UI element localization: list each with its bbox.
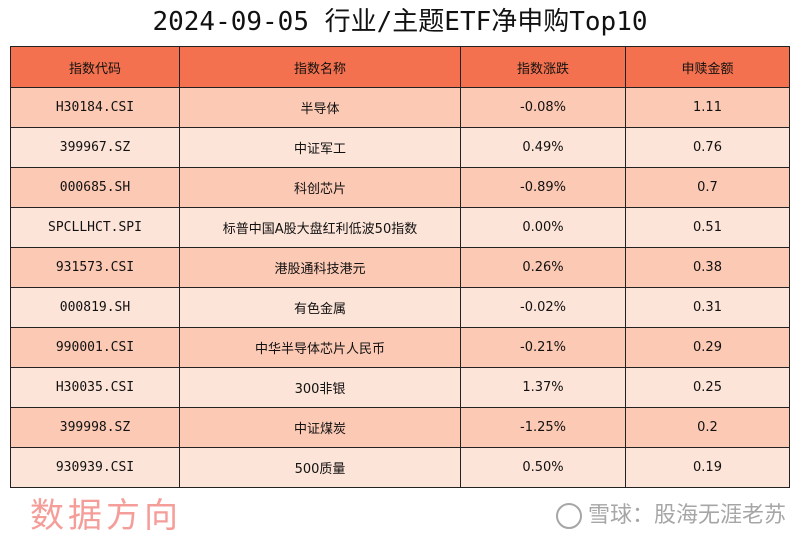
cell-change: 1.37% bbox=[460, 367, 626, 408]
xueqiu-logo-icon bbox=[555, 503, 582, 529]
cell-change: 0.50% bbox=[460, 447, 626, 488]
cell-amount: 0.2 bbox=[625, 407, 790, 448]
cell-change: -0.89% bbox=[460, 167, 626, 208]
header-amount: 申赎金额 bbox=[625, 46, 790, 88]
page-title: 2024-09-05 行业/主题ETF净申购Top10 bbox=[152, 7, 648, 37]
cell-change: 0.49% bbox=[460, 127, 626, 168]
cell-amount: 0.19 bbox=[625, 447, 790, 488]
cell-change: -1.25% bbox=[460, 407, 626, 448]
cell-amount: 0.51 bbox=[625, 207, 790, 248]
cell-code: 930939.CSI bbox=[10, 447, 180, 488]
table-row: 000685.SH 科创芯片 -0.89% 0.7 bbox=[10, 167, 790, 208]
cell-amount: 0.25 bbox=[625, 367, 790, 408]
table-row: 930939.CSI 500质量 0.50% 0.19 bbox=[10, 447, 790, 488]
cell-code: H30184.CSI bbox=[10, 87, 180, 128]
cell-amount: 1.11 bbox=[625, 87, 790, 128]
cell-code: 000685.SH bbox=[10, 167, 180, 208]
cell-name: 有色金属 bbox=[179, 287, 461, 328]
table-row: SPCLLHCT.SPI 标普中国A股大盘红利低波50指数 0.00% 0.51 bbox=[10, 207, 790, 248]
cell-code: 399967.SZ bbox=[10, 127, 180, 168]
cell-code: 399998.SZ bbox=[10, 407, 180, 448]
header-code: 指数代码 bbox=[10, 46, 180, 88]
cell-name: 港股通科技港元 bbox=[179, 247, 461, 288]
cell-name: 中证煤炭 bbox=[179, 407, 461, 448]
cell-name: 半导体 bbox=[179, 87, 461, 128]
table-row: 990001.CSI 中华半导体芯片人民币 -0.21% 0.29 bbox=[10, 327, 790, 368]
table-row: 931573.CSI 港股通科技港元 0.26% 0.38 bbox=[10, 247, 790, 288]
cell-code: H30035.CSI bbox=[10, 367, 180, 408]
cell-change: -0.02% bbox=[460, 287, 626, 328]
cell-name: 300非银 bbox=[179, 367, 461, 408]
table-row: H30035.CSI 300非银 1.37% 0.25 bbox=[10, 367, 790, 408]
cell-amount: 0.7 bbox=[625, 167, 790, 208]
table-row: 399998.SZ 中证煤炭 -1.25% 0.2 bbox=[10, 407, 790, 448]
watermark: 数据方向 bbox=[30, 496, 182, 536]
header-name: 指数名称 bbox=[179, 46, 461, 88]
cell-change: -0.21% bbox=[460, 327, 626, 368]
etf-table: 指数代码 指数名称 指数涨跌 申赎金额 H30184.CSI 半导体 -0.08% 1… bbox=[10, 46, 790, 488]
cell-amount: 0.31 bbox=[625, 287, 790, 328]
table-row: 000819.SH 有色金属 -0.02% 0.31 bbox=[10, 287, 790, 328]
cell-amount: 0.76 bbox=[625, 127, 790, 168]
source-watermark-text: 雪球：股海无涯老苏 bbox=[587, 503, 786, 528]
cell-amount: 0.38 bbox=[625, 247, 790, 288]
cell-change: 0.00% bbox=[460, 207, 626, 248]
table-row: 399967.SZ 中证军工 0.49% 0.76 bbox=[10, 127, 790, 168]
cell-code: SPCLLHCT.SPI bbox=[10, 207, 180, 248]
cell-amount: 0.29 bbox=[625, 327, 790, 368]
cell-code: 931573.CSI bbox=[10, 247, 180, 288]
header-change: 指数涨跌 bbox=[460, 46, 626, 88]
cell-change: 0.26% bbox=[460, 247, 626, 288]
cell-code: 990001.CSI bbox=[10, 327, 180, 368]
table-header: 指数代码 指数名称 指数涨跌 申赎金额 bbox=[10, 46, 790, 88]
table-row: H30184.CSI 半导体 -0.08% 1.11 bbox=[10, 87, 790, 128]
cell-code: 000819.SH bbox=[10, 287, 180, 328]
cell-change: -0.08% bbox=[460, 87, 626, 128]
cell-name: 500质量 bbox=[179, 447, 461, 488]
cell-name: 科创芯片 bbox=[179, 167, 461, 208]
cell-name: 中华半导体芯片人民币 bbox=[179, 327, 461, 368]
cell-name: 中证军工 bbox=[179, 127, 461, 168]
cell-name: 标普中国A股大盘红利低波50指数 bbox=[179, 207, 461, 248]
source-watermark: 雪球：股海无涯老苏 bbox=[555, 500, 786, 532]
